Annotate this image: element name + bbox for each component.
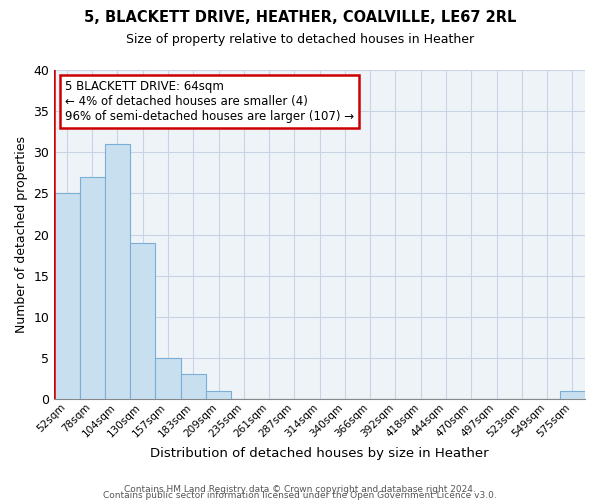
Bar [105,144,130,399]
Bar [155,358,181,399]
Text: 5 BLACKETT DRIVE: 64sqm
← 4% of detached houses are smaller (4)
96% of semi-deta: 5 BLACKETT DRIVE: 64sqm ← 4% of detached… [65,80,354,123]
Text: 5, BLACKETT DRIVE, HEATHER, COALVILLE, LE67 2RL: 5, BLACKETT DRIVE, HEATHER, COALVILLE, L… [84,10,516,25]
Text: Size of property relative to detached houses in Heather: Size of property relative to detached ho… [126,32,474,46]
Text: Contains HM Land Registry data © Crown copyright and database right 2024.: Contains HM Land Registry data © Crown c… [124,484,476,494]
Bar [206,391,231,399]
Bar [54,194,80,399]
Y-axis label: Number of detached properties: Number of detached properties [15,136,28,333]
Bar [560,391,585,399]
Bar [80,177,105,399]
Bar [130,242,155,399]
X-axis label: Distribution of detached houses by size in Heather: Distribution of detached houses by size … [151,447,489,460]
Bar [181,374,206,399]
Text: Contains public sector information licensed under the Open Government Licence v3: Contains public sector information licen… [103,491,497,500]
